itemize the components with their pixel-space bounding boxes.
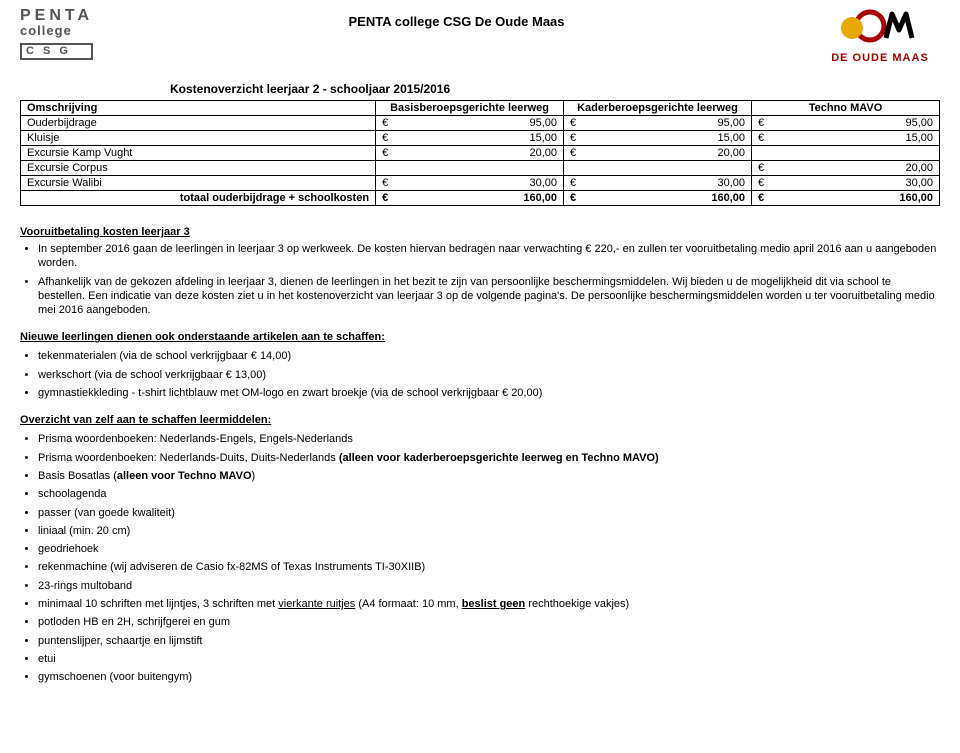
text: Basis Bosatlas ( — [38, 470, 117, 482]
text-bold: (alleen voor kaderberoepsgerichte leerwe… — [339, 452, 659, 464]
desc-cell: Excursie Corpus — [21, 161, 376, 176]
amount-cell: €15,00 — [376, 131, 564, 146]
amount-cell: €95,00 — [376, 116, 564, 131]
vooruit-list: In september 2016 gaan de leerlingen in … — [20, 242, 940, 317]
logo-left-line1: PENTA — [20, 8, 93, 24]
text: Prisma woordenboeken: Nederlands-Duits, … — [38, 452, 339, 464]
amount-cell — [376, 161, 564, 176]
amount-cell: €160,00 — [752, 191, 940, 206]
list-item: gymschoenen (voor buitengym) — [38, 670, 940, 684]
amount-cell: €15,00 — [564, 131, 752, 146]
amount-cell: €15,00 — [752, 131, 940, 146]
overzicht-heading: Overzicht van zelf aan te schaffen leerm… — [20, 414, 940, 426]
col-techno: Techno MAVO — [752, 101, 940, 116]
list-item: rekenmachine (wij adviseren de Casio fx-… — [38, 560, 940, 574]
text: (A4 formaat: 10 mm, — [355, 598, 461, 610]
desc-cell: Excursie Kamp Vught — [21, 146, 376, 161]
amount-cell: €20,00 — [752, 161, 940, 176]
col-kader: Kaderberoepsgerichte leerweg — [564, 101, 752, 116]
table-row: Excursie Corpus €20,00 — [21, 161, 940, 176]
list-item: potloden HB en 2H, schrijfgerei en gum — [38, 615, 940, 629]
amount-cell: €30,00 — [564, 176, 752, 191]
col-basis: Basisberoepsgerichte leerweg — [376, 101, 564, 116]
vooruit-heading: Vooruitbetaling kosten leerjaar 3 — [20, 226, 940, 238]
table-total-row: totaal ouderbijdrage + schoolkosten€160,… — [21, 191, 940, 206]
text: ) — [252, 470, 256, 482]
desc-cell: Excursie Walibi — [21, 176, 376, 191]
list-item: etui — [38, 652, 940, 666]
table-row: Ouderbijdrage€95,00€95,00€95,00 — [21, 116, 940, 131]
amount-cell — [564, 161, 752, 176]
amount-cell: €95,00 — [752, 116, 940, 131]
list-item: tekenmaterialen (via de school verkrijgb… — [38, 349, 940, 363]
desc-cell: Kluisje — [21, 131, 376, 146]
list-item: werkschort (via de school verkrijgbaar €… — [38, 368, 940, 382]
col-desc: Omschrijving — [21, 101, 376, 116]
amount-cell: €30,00 — [376, 176, 564, 191]
amount-cell: €20,00 — [376, 146, 564, 161]
text: rechthoekige vakjes) — [525, 598, 629, 610]
cost-table: Omschrijving Basisberoepsgerichte leerwe… — [20, 100, 940, 206]
list-item: passer (van goede kwaliteit) — [38, 506, 940, 520]
list-item: Prisma woordenboeken: Nederlands-Duits, … — [38, 451, 940, 465]
logo-left-line2: college — [20, 24, 93, 37]
logo-right: DE OUDE MAAS — [820, 8, 940, 64]
nieuwe-list: tekenmaterialen (via de school verkrijgb… — [20, 349, 940, 400]
text: minimaal 10 schriften met lijntjes, 3 sc… — [38, 598, 278, 610]
logo-left-csg: C S G — [20, 43, 93, 60]
vooruit-p1: In september 2016 gaan de leerlingen in … — [38, 242, 940, 271]
text-underline: vierkante ruitjes — [278, 598, 355, 610]
text-bold-underline: beslist geen — [462, 598, 526, 610]
page-title: PENTA college CSG De Oude Maas — [93, 8, 820, 29]
overzicht-list: Prisma woordenboeken: Nederlands-Engels,… — [20, 432, 940, 684]
text-bold: alleen voor Techno MAVO — [117, 470, 252, 482]
vooruit-p2: Afhankelijk van de gekozen afdeling in l… — [38, 275, 940, 318]
logo-right-text: DE OUDE MAAS — [820, 52, 940, 64]
total-label: totaal ouderbijdrage + schoolkosten — [21, 191, 376, 206]
list-item: puntenslijper, schaartje en lijmstift — [38, 634, 940, 648]
amount-cell: €95,00 — [564, 116, 752, 131]
list-item: liniaal (min. 20 cm) — [38, 524, 940, 538]
list-item: schoolagenda — [38, 487, 940, 501]
amount-cell: €30,00 — [752, 176, 940, 191]
amount-cell: €20,00 — [564, 146, 752, 161]
amount-cell: €160,00 — [564, 191, 752, 206]
list-item: gymnastiekkleding - t-shirt lichtblauw m… — [38, 386, 940, 400]
desc-cell: Ouderbijdrage — [21, 116, 376, 131]
logo-left: PENTA college C S G — [20, 8, 93, 60]
om-logo-icon — [832, 8, 928, 52]
subtitle: Kostenoverzicht leerjaar 2 - schooljaar … — [170, 82, 940, 96]
table-row: Excursie Kamp Vught€20,00€20,00 — [21, 146, 940, 161]
amount-cell — [752, 146, 940, 161]
list-item: Basis Bosatlas (alleen voor Techno MAVO) — [38, 469, 940, 483]
table-row: Kluisje€15,00€15,00€15,00 — [21, 131, 940, 146]
list-item: Prisma woordenboeken: Nederlands-Engels,… — [38, 432, 940, 446]
list-item: minimaal 10 schriften met lijntjes, 3 sc… — [38, 597, 940, 611]
nieuwe-heading: Nieuwe leerlingen dienen ook onderstaand… — [20, 331, 940, 343]
amount-cell: €160,00 — [376, 191, 564, 206]
table-row: Excursie Walibi€30,00€30,00€30,00 — [21, 176, 940, 191]
list-item: 23-rings multoband — [38, 579, 940, 593]
list-item: geodriehoek — [38, 542, 940, 556]
